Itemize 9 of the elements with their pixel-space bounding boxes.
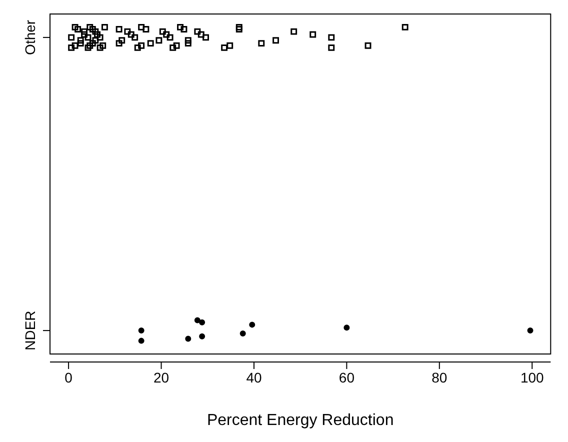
x-axis-title: Percent Energy Reduction: [206, 412, 394, 429]
x-tick-label: 100: [520, 369, 544, 386]
y-tick-label: NDER: [22, 310, 38, 350]
x-tick-label: 40: [246, 369, 262, 386]
y-tick-label: Other: [22, 20, 38, 55]
x-tick-label: 20: [153, 369, 170, 386]
x-tick-label: 0: [64, 369, 73, 386]
x-tick-label: 80: [432, 369, 448, 386]
x-tick-label: 60: [338, 369, 355, 386]
